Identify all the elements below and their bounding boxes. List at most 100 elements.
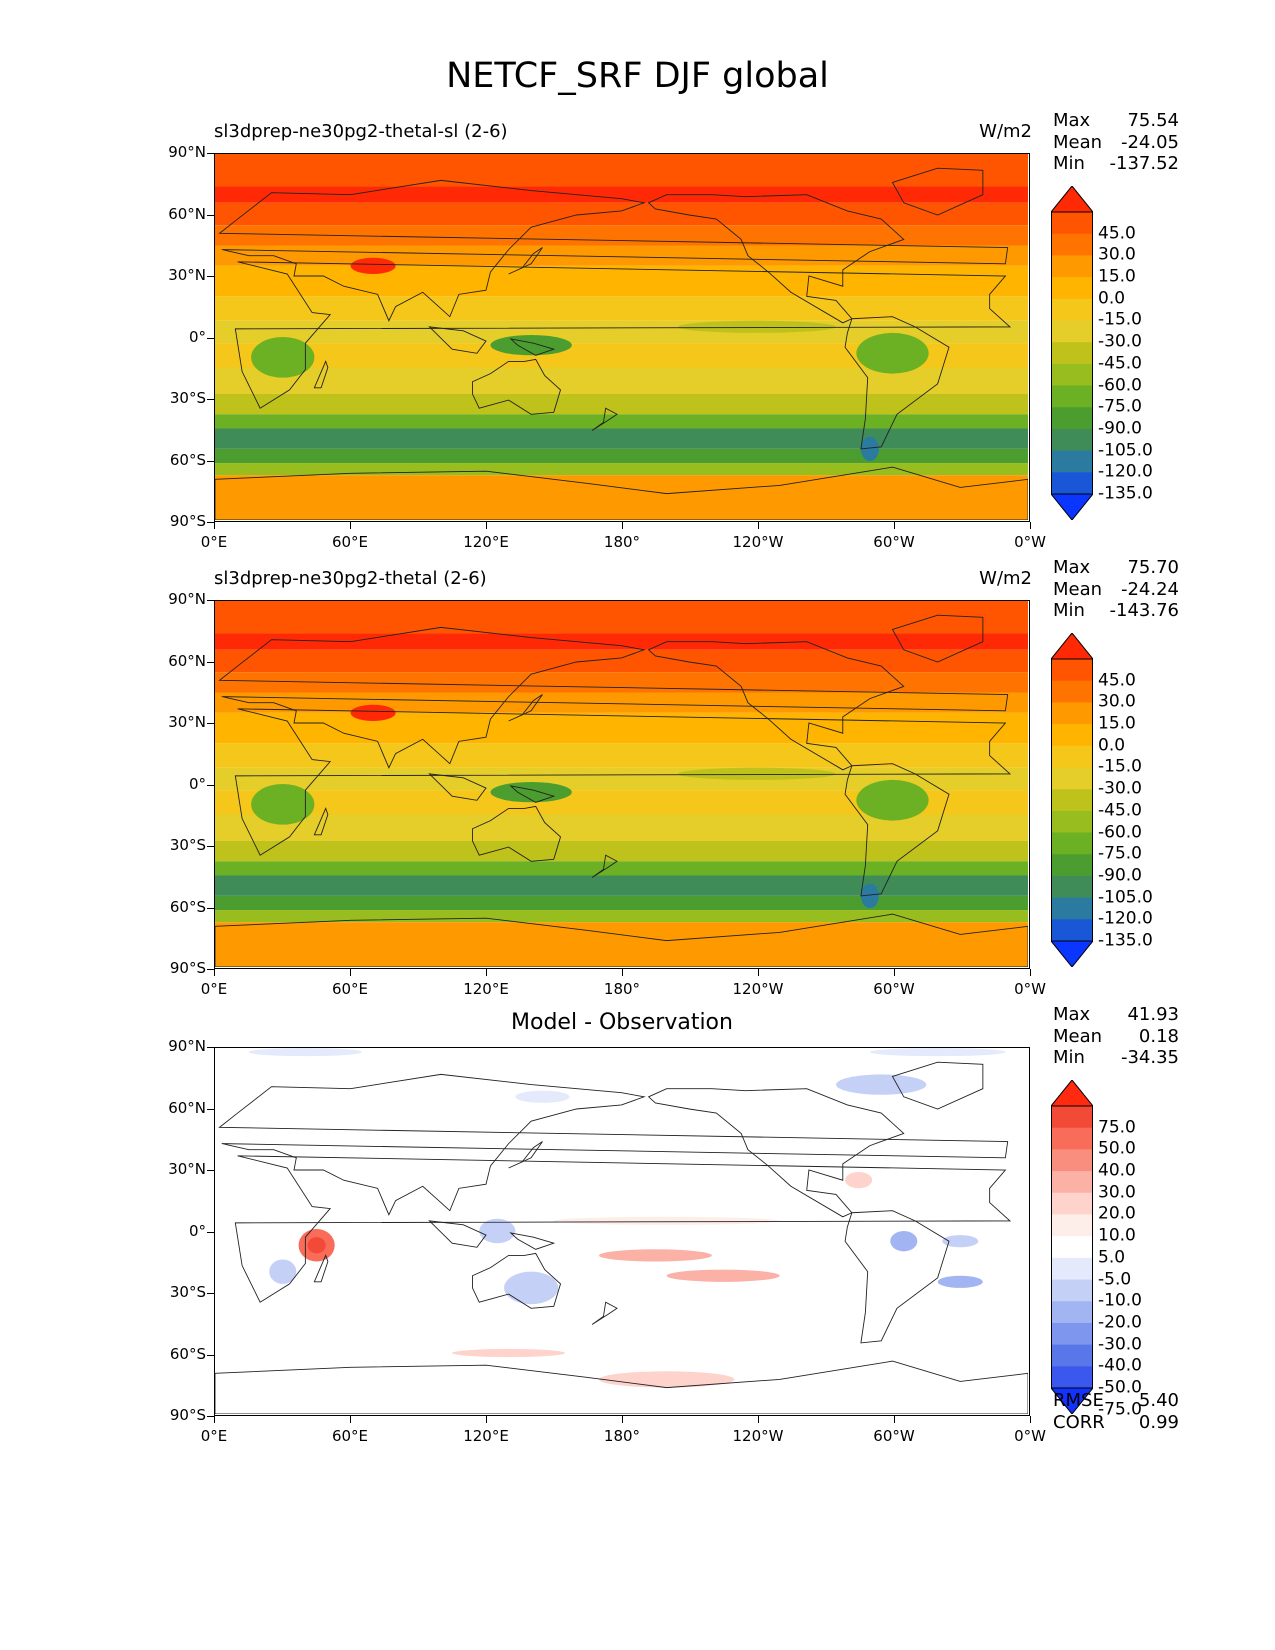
anomaly-blob [869, 1048, 1006, 1057]
y-tick-mark [207, 969, 214, 970]
y-tick-mark [207, 337, 214, 339]
contour-band [215, 475, 1028, 520]
y-tick-label: 30°S [169, 836, 206, 854]
itcz-blob [677, 767, 837, 780]
y-tick-label: 90°S [169, 512, 206, 530]
y-tick-mark [207, 276, 214, 277]
colorbar-level-label: 45.0 [1098, 670, 1136, 691]
contour-band [215, 428, 1028, 449]
colorbar-level-label: -75.0 [1098, 1399, 1142, 1420]
x-tick-label: 0°E [200, 980, 228, 998]
x-tick-label: 120°W [732, 980, 784, 998]
stat-value: -137.52 [1109, 153, 1179, 174]
colorbar-extend-top [1049, 185, 1095, 213]
andes-tip-blob [860, 883, 879, 909]
map-contours [215, 154, 1028, 520]
greenland-outline [891, 614, 984, 663]
stat-label: Min [1053, 153, 1085, 174]
colorbar-swatch [1051, 233, 1093, 256]
stat-row-corr: CORR 0.99 [1053, 1412, 1179, 1434]
y-tick-mark [207, 1293, 214, 1294]
x-tick-mark [894, 969, 895, 976]
x-tick-mark [758, 522, 759, 529]
stat-label: Mean [1053, 131, 1103, 153]
x-tick-mark [350, 522, 351, 529]
colorbar-graphic [1049, 1079, 1095, 1415]
y-tick-mark [207, 1047, 214, 1048]
colorbar-swatch [1051, 1279, 1093, 1302]
stat-label: Max [1053, 557, 1091, 578]
stat-row-min: Min -137.52 [1053, 153, 1179, 175]
y-tick-label: 60°S [169, 897, 206, 916]
y-tick-mark [207, 661, 214, 663]
x-tick-mark [758, 969, 759, 976]
x-tick-label: 180° [603, 533, 641, 551]
y-tick-mark [207, 723, 214, 724]
colorbar-level-label: -30.0 [1098, 778, 1142, 799]
map-contours [215, 1048, 1028, 1414]
map-panel-2: sl3dprep-ne30pg2-thetal (2-6) W/m2 Max 75.7… [0, 557, 1275, 1035]
colorbar-level-label: -60.0 [1098, 822, 1142, 843]
stat-row-mean: Mean -24.24 [1053, 579, 1179, 601]
x-tick-label: 60°W [873, 1427, 915, 1445]
anomaly-blob [937, 1275, 983, 1288]
anomaly-blob [452, 1348, 566, 1358]
north-america-outline [647, 641, 905, 771]
x-tick-mark [214, 969, 215, 976]
amazon-convection-blob [856, 779, 929, 821]
stat-label: Max [1053, 1004, 1091, 1025]
y-tick-mark [207, 1170, 214, 1171]
stat-value: 75.70 [1127, 557, 1179, 578]
australia-outline [472, 805, 562, 862]
stat-row-max: Max 41.93 [1053, 1004, 1179, 1026]
rmse-corr-box: RMSE 5.40 CORR 0.99 [1053, 1390, 1179, 1433]
colorbar-graphic [1049, 185, 1095, 521]
y-tick-label: 30°S [169, 389, 206, 407]
andes-tip-blob [860, 436, 879, 462]
colorbar-swatch [1051, 1214, 1093, 1237]
colorbar-swatch [1051, 428, 1093, 452]
anomaly-blob [890, 1231, 918, 1252]
indonesia-outline [428, 1220, 487, 1248]
y-tick-mark [207, 214, 214, 216]
y-tick-mark [207, 1354, 214, 1356]
map-panel-1: sl3dprep-ne30pg2-thetal-sl (2-6) W/m2 Max 7… [0, 110, 1275, 588]
colorbar-swatch [1051, 1127, 1093, 1150]
antarctica-outline [215, 466, 1028, 520]
colorbar-swatch [1051, 875, 1093, 899]
north-america-outline [647, 194, 905, 324]
y-tick-mark [207, 153, 214, 154]
colorbar-extend-bottom [1049, 493, 1095, 521]
y-tick-label: 60°S [169, 450, 206, 469]
colorbar-level-label: 40.0 [1098, 1160, 1136, 1181]
colorbar-swatch [1051, 659, 1093, 682]
colorbar-level-label: 30.0 [1098, 1182, 1136, 1203]
x-tick-label: 60°W [873, 533, 915, 551]
colorbar [1049, 1079, 1095, 1415]
y-tick-mark [207, 907, 214, 909]
colorbar-swatch [1051, 1192, 1093, 1215]
colorbar-swatch [1051, 789, 1093, 812]
contour-band [215, 712, 1028, 744]
x-tick-label: 0°W [1014, 1427, 1046, 1445]
greenland-outline [891, 167, 984, 216]
x-tick-mark [894, 522, 895, 529]
panel-title: sl3dprep-ne30pg2-thetal-sl (2-6) [214, 121, 508, 142]
x-tick-label: 0°E [200, 1427, 228, 1445]
stat-value: 41.93 [1127, 1004, 1179, 1025]
colorbar [1049, 185, 1095, 521]
australia-outline [472, 1252, 562, 1309]
units-label: W/m2 [979, 568, 1032, 589]
stats-box: Max 75.70 Mean -24.24 Min -143.76 [1053, 557, 1179, 622]
north-america-outline [647, 1088, 905, 1218]
africa-convection-blob [251, 337, 315, 378]
y-tick-label: 90°N [168, 590, 206, 608]
colorbar-level-label: -75.0 [1098, 843, 1142, 864]
y-tick-label: 60°N [168, 651, 206, 670]
stat-row-max: Max 75.70 [1053, 557, 1179, 579]
map-contours [215, 601, 1028, 967]
contour-band [215, 225, 1028, 246]
x-tick-mark [622, 969, 623, 976]
colorbar-swatch [1051, 1344, 1093, 1367]
stat-value: -143.76 [1109, 600, 1179, 621]
